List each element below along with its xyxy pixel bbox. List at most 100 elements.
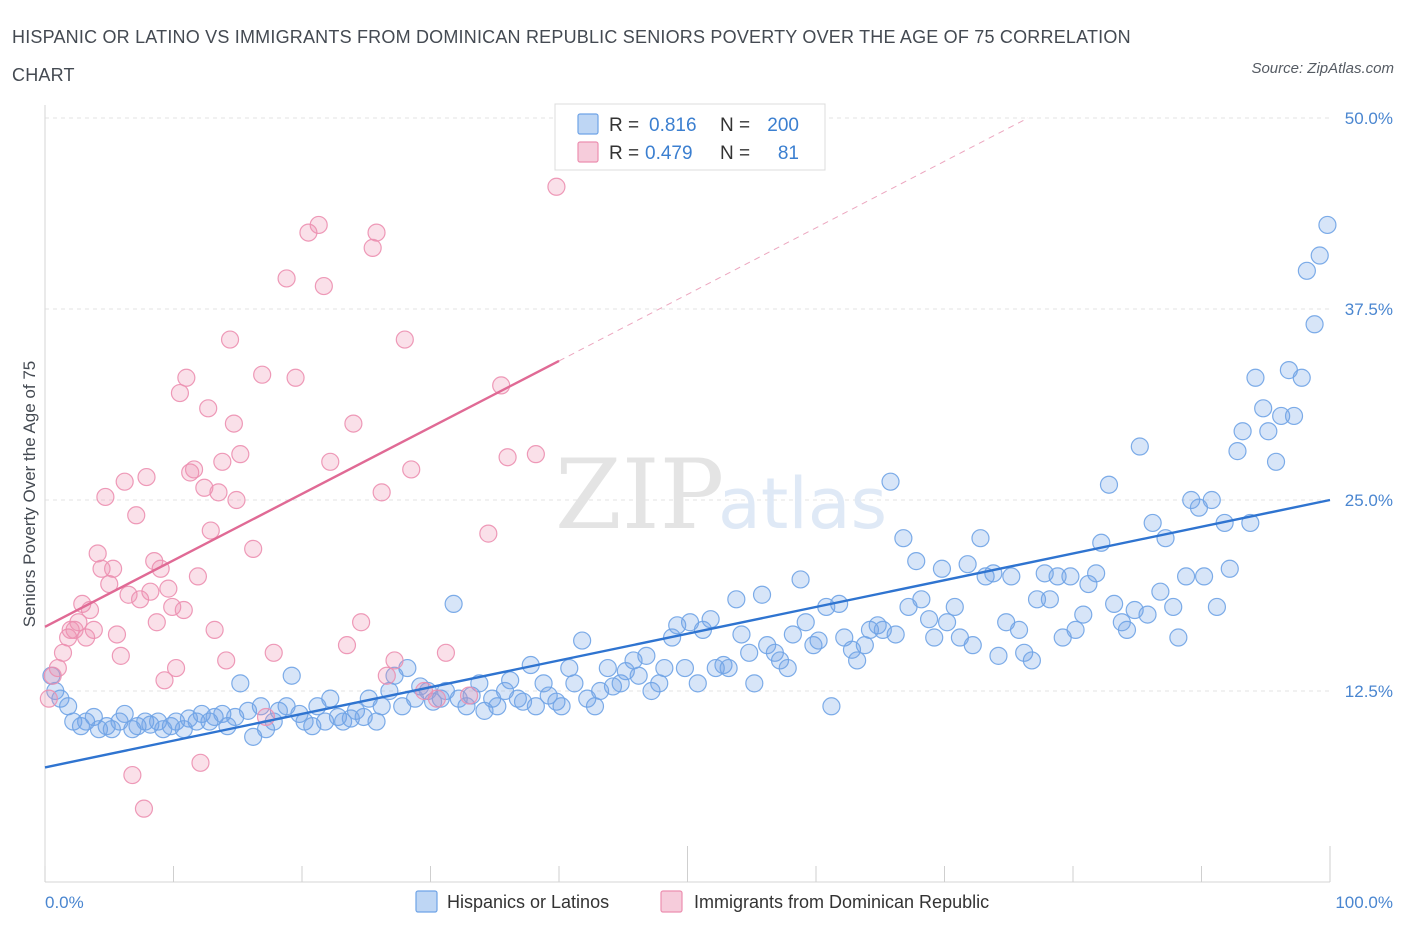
hispanics-point [675, 658, 695, 678]
y-tick-label-2: 37.5% [1345, 300, 1393, 319]
hispanics-point [372, 697, 391, 716]
dominican-point [163, 597, 182, 617]
hispanics-point [1002, 567, 1021, 586]
dominican-point [77, 628, 96, 647]
hispanics-point [963, 636, 982, 655]
hispanics-point [573, 631, 592, 650]
hispanics-point [1297, 261, 1316, 280]
hispanics-point [1164, 597, 1183, 617]
dominican-point [244, 539, 263, 558]
dominican-point [385, 651, 404, 670]
dominican-point [107, 625, 127, 644]
dominican-point [459, 686, 479, 705]
hispanics-point [1259, 422, 1278, 441]
hispanics-point [1169, 628, 1188, 647]
dominican-point [115, 472, 134, 491]
dominican-point [53, 643, 73, 662]
hispanics-point [1305, 315, 1324, 334]
hispanics-point [526, 697, 545, 716]
hispanics-point [783, 625, 802, 644]
stats-legend-n-value-pink: 81 [778, 143, 799, 164]
dominican-point [321, 452, 340, 471]
dominican-point [69, 613, 88, 632]
hispanics-point [1318, 215, 1337, 235]
dominican-point [337, 636, 357, 655]
hispanics-point [1284, 406, 1304, 426]
series-legend-label-hispanics: Hispanics or Latinos [447, 892, 609, 912]
x-ticks [44, 846, 1331, 882]
hispanics-point [1272, 406, 1291, 426]
hispanics-point [1061, 567, 1080, 586]
y-tick-label-3: 50.0% [1345, 109, 1393, 128]
dominican-point [299, 223, 318, 242]
dominican-point [201, 521, 220, 540]
dominican-point [137, 467, 156, 487]
hispanics-point [231, 674, 250, 693]
hispanics-point [655, 658, 674, 678]
hispanics-point [796, 613, 815, 632]
hispanics-point [945, 597, 964, 617]
stats-legend-r-label-pink: R = [609, 143, 639, 164]
hispanics-point [1074, 605, 1093, 624]
dominican-point [547, 177, 566, 196]
series-legend-label-dominican: Immigrants from Dominican Republic [694, 892, 989, 912]
hispanics-point [881, 472, 900, 491]
hispanics-point [719, 658, 738, 678]
dominican-point [414, 681, 434, 701]
dominican-point [231, 445, 250, 464]
hispanics-point [650, 674, 669, 693]
x-tick-label-max: 100.0% [1335, 893, 1393, 912]
dominican-point [147, 613, 166, 632]
dominican-point [526, 445, 545, 464]
dominican-point [111, 646, 130, 665]
dominican-point [395, 330, 414, 349]
hispanics-point [919, 610, 939, 629]
hispanics-point [1117, 620, 1137, 639]
hispanics-point [925, 628, 944, 647]
stats-legend-n-label-blue: N = [720, 115, 750, 136]
y-tick-label-0: 12.5% [1345, 682, 1393, 701]
hispanics-point [745, 674, 764, 693]
stats-legend-swatch-pink [577, 141, 599, 163]
dominican-point [166, 658, 186, 678]
dominican-point [209, 483, 228, 502]
dominican-point [188, 567, 208, 586]
hispanics-point [457, 697, 476, 716]
hispanics-point [251, 697, 270, 716]
dominican-point [205, 620, 224, 639]
dominican-point [377, 666, 396, 685]
dominican-point [177, 368, 196, 387]
dominican-point [39, 689, 58, 708]
hispanics-point [778, 658, 797, 678]
stats-legend-r-value-blue: 0.816 [649, 115, 697, 136]
y-axis-label: Seniors Poverty Over the Age of 75 [20, 361, 39, 627]
dominican-point [344, 414, 363, 433]
watermark: ZIP atlas [555, 439, 887, 551]
chart-title: HISPANIC OR LATINO VS IMMIGRANTS FROM DO… [12, 27, 1131, 85]
dominican-point [130, 590, 150, 609]
hispanics-point [855, 636, 874, 655]
stats-legend-n-label-pink: N = [720, 143, 750, 164]
stats-legend: R = 0.816 N = 200 R = 0.479 N = 81 [554, 103, 826, 171]
dominican-point [48, 658, 67, 678]
dominican-point [104, 559, 123, 578]
hispanics-point [59, 697, 78, 716]
hispanics-point [958, 555, 977, 574]
dominican-point [372, 483, 391, 502]
hispanics-point [714, 655, 733, 675]
dominican-point [127, 506, 146, 525]
hispanics-point [1228, 442, 1247, 461]
stats-legend-r-value-pink: 0.479 [645, 143, 693, 164]
series-legend-swatch-dominican [660, 890, 683, 913]
hispanics-point [791, 570, 810, 589]
dominican-point [253, 365, 272, 384]
dominican-point [402, 460, 421, 479]
dominican-point [84, 620, 103, 639]
hispanics-point [552, 697, 571, 716]
hispanics-point [907, 552, 926, 571]
hispanics-point [1246, 368, 1265, 387]
dominican-point [314, 276, 333, 296]
dominican-point [277, 269, 296, 288]
dominican-point [159, 579, 178, 598]
